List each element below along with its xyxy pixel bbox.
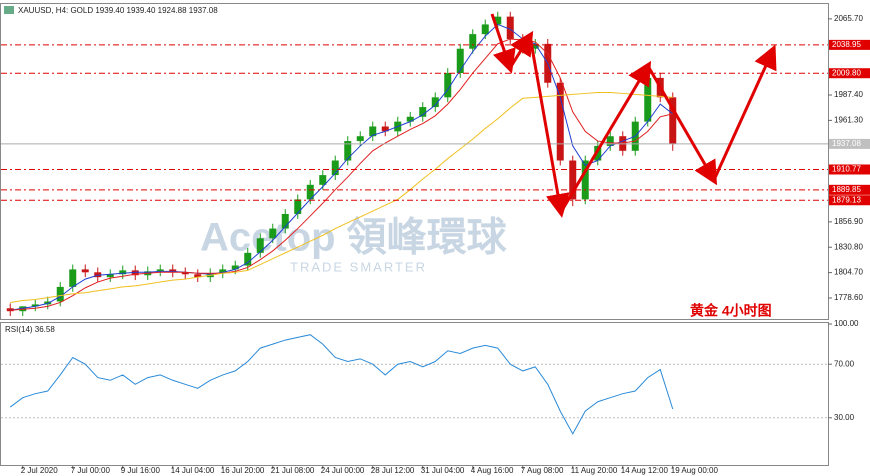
y-tick-label: 1961.30	[834, 115, 863, 124]
candle-body	[306, 184, 314, 200]
candle-body	[156, 269, 164, 272]
level-label: 2038.95	[832, 40, 861, 49]
level-label-bg	[829, 39, 870, 50]
candle-body	[356, 136, 364, 142]
y-tick-label: 1856.90	[834, 217, 863, 226]
x-tick-label: 2 Jul 2020	[21, 466, 58, 475]
line-series	[10, 23, 674, 311]
last-price-bg	[829, 138, 870, 149]
x-tick-label: 31 Jul 04:00	[421, 466, 465, 475]
candle-body	[256, 238, 264, 253]
level-label: 1879.13	[832, 195, 861, 204]
level-label: 1910.77	[832, 165, 861, 174]
candle-body	[194, 274, 202, 278]
candle-body	[444, 73, 452, 98]
arrow	[646, 65, 718, 186]
y-tick-label: 1830.80	[834, 242, 863, 251]
candle-body	[81, 269, 89, 273]
level-label-bg	[829, 195, 870, 206]
candle-body	[119, 270, 127, 275]
candle-body	[331, 160, 339, 176]
level-label-bg	[829, 184, 870, 195]
y-tick-label: 1804.70	[834, 268, 863, 277]
candle-body	[106, 274, 114, 278]
x-tick-label: 7 Jul 00:00	[71, 466, 111, 475]
candle-body	[319, 175, 327, 185]
chart-title: XAUUSD, H4: GOLD 1939.40 1939.40 1924.88…	[18, 6, 218, 15]
candle-body	[469, 34, 477, 49]
candle-body	[344, 141, 352, 161]
arrow	[559, 60, 652, 213]
candle-body	[281, 213, 289, 229]
arrow	[508, 30, 534, 69]
candle-body	[369, 126, 377, 137]
x-tick-label: 9 Jul 16:00	[121, 466, 161, 475]
candle-body	[531, 43, 539, 49]
y-tick-label: 1778.60	[834, 293, 863, 302]
candle-body	[581, 160, 589, 200]
y-tick-label: 30.00	[834, 413, 855, 422]
rsi-panel	[0, 322, 829, 466]
x-tick-label: 24 Jul 00:00	[321, 466, 365, 475]
candle-body	[381, 126, 389, 132]
y-tick-label: 70.00	[834, 359, 855, 368]
candle-body	[456, 48, 464, 74]
candle-body	[644, 77, 652, 122]
level-label-bg	[829, 164, 870, 175]
last-price-label: 1937.08	[832, 139, 861, 148]
main-panel	[0, 3, 829, 320]
level-label-bg	[829, 68, 870, 79]
arrow	[490, 13, 516, 74]
x-tick-label: 21 Jul 08:00	[271, 466, 315, 475]
x-tick-label: 14 Jul 04:00	[171, 466, 215, 475]
arrow	[528, 35, 570, 218]
arrow	[712, 44, 777, 181]
candle-body	[181, 272, 189, 275]
y-tick-label: 1987.40	[834, 90, 863, 99]
rsi-title: RSI(14) 36.58	[5, 325, 55, 334]
y-tick-label: 100.00	[834, 319, 859, 328]
level-label: 2009.80	[832, 68, 861, 77]
x-tick-label: 14 Aug 12:00	[621, 466, 669, 475]
candle-body	[231, 265, 239, 270]
y-tick-label: 2065.70	[834, 14, 863, 23]
x-tick-label: 4 Aug 16:00	[471, 466, 514, 475]
candle-body	[219, 269, 227, 274]
candle-body	[506, 16, 514, 39]
candle-body	[494, 16, 502, 25]
candle-body	[269, 228, 277, 239]
candle-body	[669, 97, 677, 144]
candle-body	[481, 24, 489, 35]
line-series	[10, 91, 673, 303]
candle-body	[406, 116, 414, 122]
candle-body	[69, 269, 77, 287]
line-series	[10, 38, 673, 311]
candle-body	[606, 136, 614, 146]
candle-body	[419, 107, 427, 117]
candle-body	[31, 304, 39, 307]
candle-body	[556, 82, 564, 161]
x-tick-label: 11 Aug 20:00	[571, 466, 618, 475]
watermark-sub: TRADE SMARTER	[290, 259, 427, 274]
candle-body	[431, 97, 439, 108]
level-label: 1889.85	[832, 185, 861, 194]
candle-body	[294, 199, 302, 214]
candle-body	[56, 286, 64, 302]
annotation: 黄金 4小时图	[690, 303, 772, 319]
x-tick-label: 7 Aug 08:00	[521, 466, 564, 475]
candle-body	[244, 252, 252, 266]
x-tick-label: 28 Jul 12:00	[371, 466, 415, 475]
watermark: Acetop 領峰環球	[200, 215, 508, 260]
x-tick-label: 16 Jul 20:00	[221, 466, 265, 475]
x-tick-label: 19 Aug 00:00	[671, 466, 719, 475]
line-series	[9, 334, 674, 435]
symbol-icon	[4, 6, 14, 14]
candle-body	[569, 160, 577, 200]
